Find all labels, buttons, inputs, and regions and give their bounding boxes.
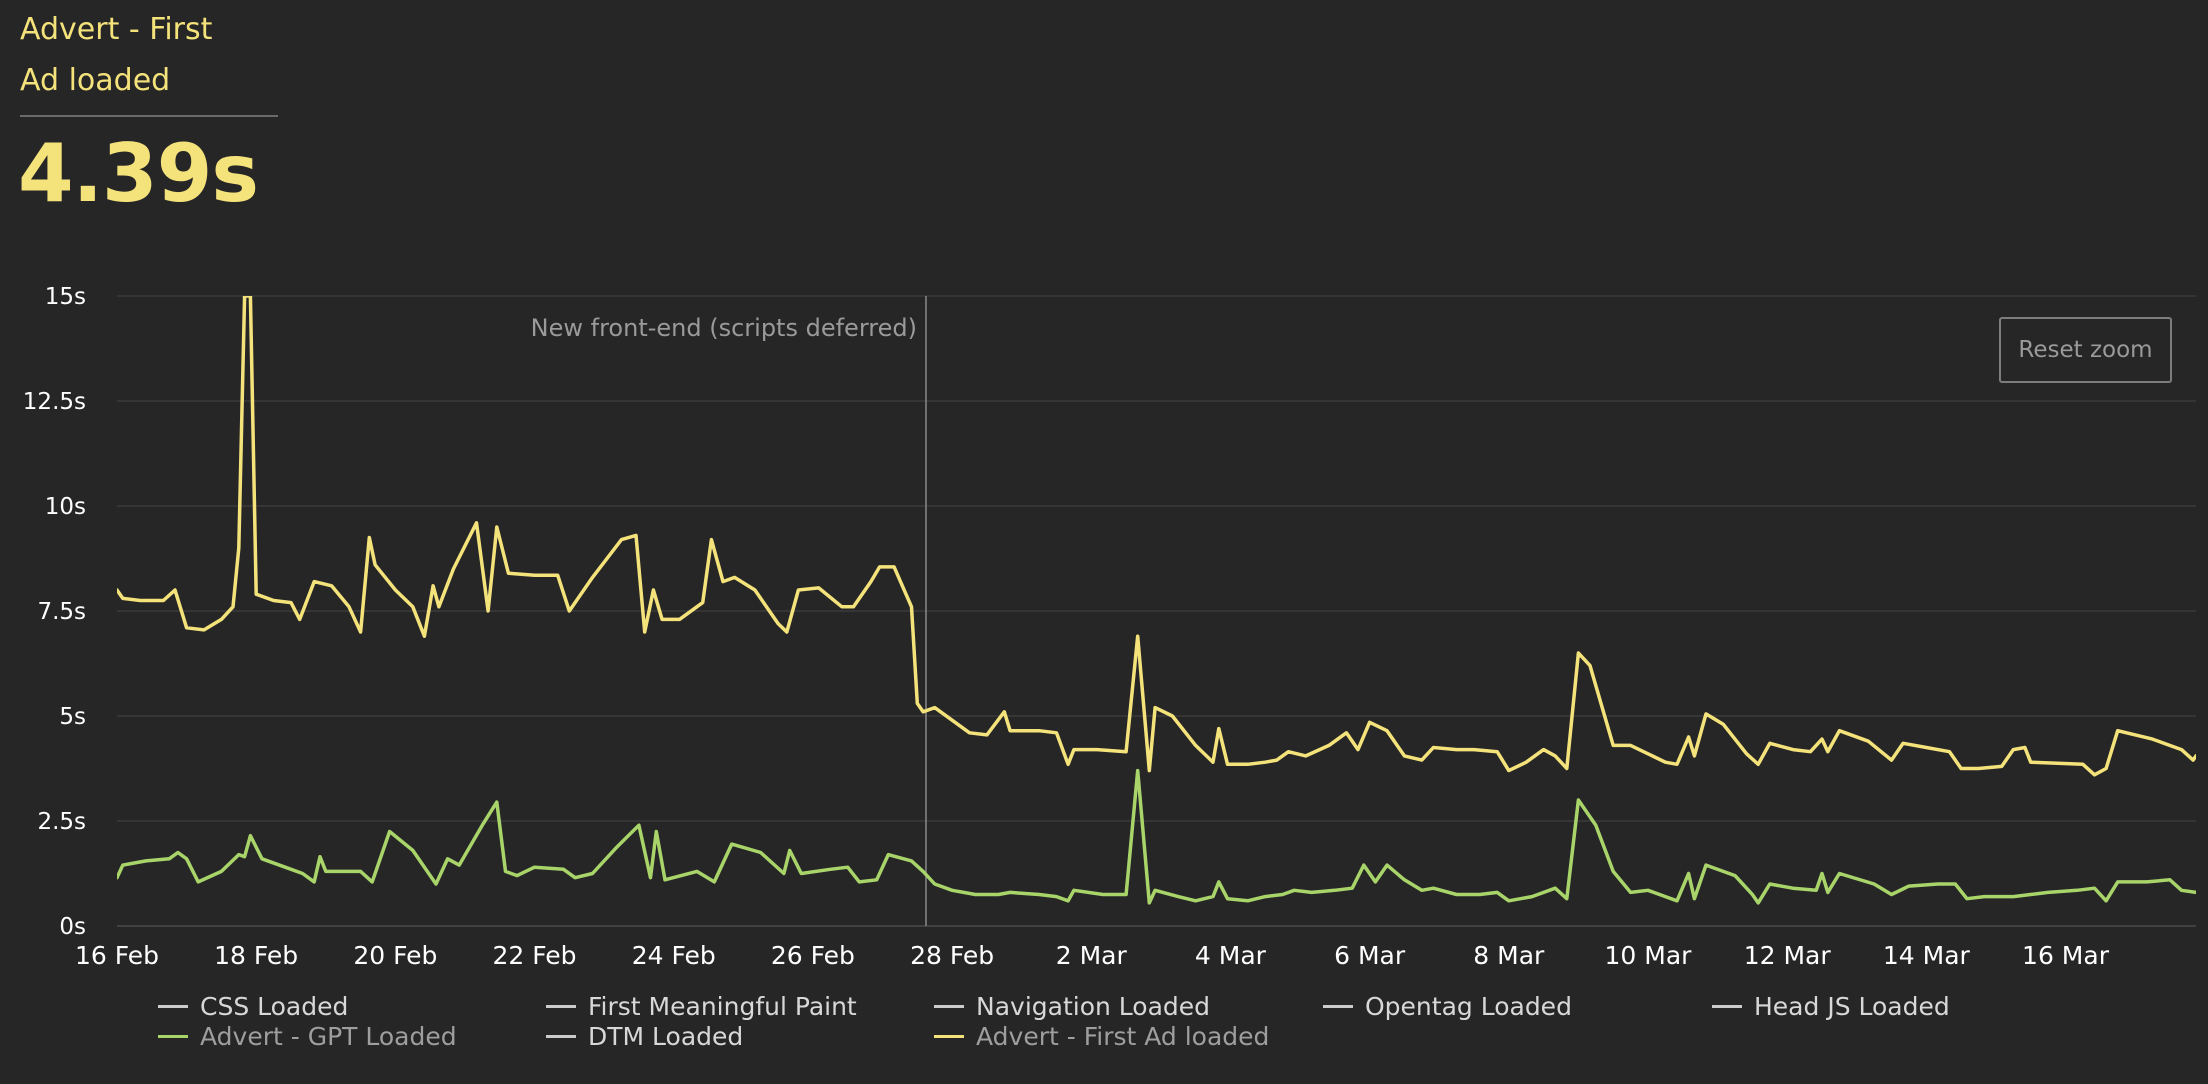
x-tick-label: 24 Feb — [632, 941, 716, 970]
x-tick-label: 6 Mar — [1334, 941, 1406, 970]
legend-item[interactable]: Opentag Loaded — [1323, 991, 1572, 1021]
metric-divider — [20, 115, 278, 117]
y-tick-label: 12.5s — [23, 389, 86, 415]
legend-label: DTM Loaded — [588, 1021, 744, 1051]
x-tick-label: 20 Feb — [353, 941, 437, 970]
y-tick-label: 7.5s — [37, 599, 86, 625]
x-tick-label: 18 Feb — [214, 941, 298, 970]
x-tick-label: 26 Feb — [771, 941, 855, 970]
y-tick-label: 5s — [59, 704, 86, 730]
legend-item[interactable]: First Meaningful Paint — [546, 991, 857, 1021]
legend-item[interactable]: Navigation Loaded — [934, 991, 1210, 1021]
legend-label: First Meaningful Paint — [588, 991, 857, 1021]
legend-swatch — [1323, 1004, 1353, 1008]
legend-swatch — [158, 1034, 188, 1038]
x-tick-label: 10 Mar — [1605, 941, 1693, 970]
legend-label: Head JS Loaded — [1754, 991, 1950, 1021]
x-tick-label: 28 Feb — [910, 941, 994, 970]
legend-swatch — [158, 1004, 188, 1008]
x-tick-label: 4 Mar — [1195, 941, 1267, 970]
x-tick-label: 12 Mar — [1744, 941, 1832, 970]
legend-swatch — [546, 1034, 576, 1038]
x-tick-label: 16 Feb — [75, 941, 159, 970]
legend-label: Opentag Loaded — [1365, 991, 1572, 1021]
annotation-label: New front-end (scripts deferred) — [531, 314, 917, 342]
metric-title: Advert - First Ad loaded — [20, 4, 280, 106]
y-tick-label: 2.5s — [37, 809, 86, 835]
legend-label: Advert - GPT Loaded — [200, 1021, 457, 1051]
legend-swatch — [934, 1004, 964, 1008]
y-tick-label: 15s — [45, 284, 86, 310]
series-line[interactable] — [117, 768, 2196, 905]
x-tick-label: 14 Mar — [1883, 941, 1971, 970]
metric-title-line2: Ad loaded — [20, 63, 171, 98]
y-tick-label: 10s — [45, 494, 86, 520]
metric-value: 4.39s — [18, 127, 259, 220]
legend-item[interactable]: DTM Loaded — [546, 1021, 743, 1051]
x-tick-label: 16 Mar — [2022, 941, 2110, 970]
legend-item[interactable]: Advert - GPT Loaded — [158, 1021, 457, 1051]
legend-item[interactable]: Head JS Loaded — [1712, 991, 1950, 1021]
legend-item[interactable]: CSS Loaded — [158, 991, 348, 1021]
x-tick-label: 8 Mar — [1473, 941, 1545, 970]
x-tick-label: 2 Mar — [1056, 941, 1128, 970]
y-tick-label: 0s — [59, 914, 86, 940]
legend-swatch — [546, 1004, 576, 1008]
reset-zoom-button[interactable]: Reset zoom — [1999, 317, 2172, 383]
legend-swatch — [1712, 1004, 1742, 1008]
metric-title-line1: Advert - First — [20, 12, 213, 47]
legend-item[interactable]: Advert - First Ad loaded — [934, 1021, 1269, 1051]
series-line[interactable] — [117, 296, 2196, 777]
legend-label: Advert - First Ad loaded — [976, 1021, 1270, 1051]
legend-label: Navigation Loaded — [976, 991, 1211, 1021]
legend-swatch — [934, 1034, 964, 1038]
legend-label: CSS Loaded — [200, 991, 349, 1021]
x-tick-label: 22 Feb — [493, 941, 577, 970]
